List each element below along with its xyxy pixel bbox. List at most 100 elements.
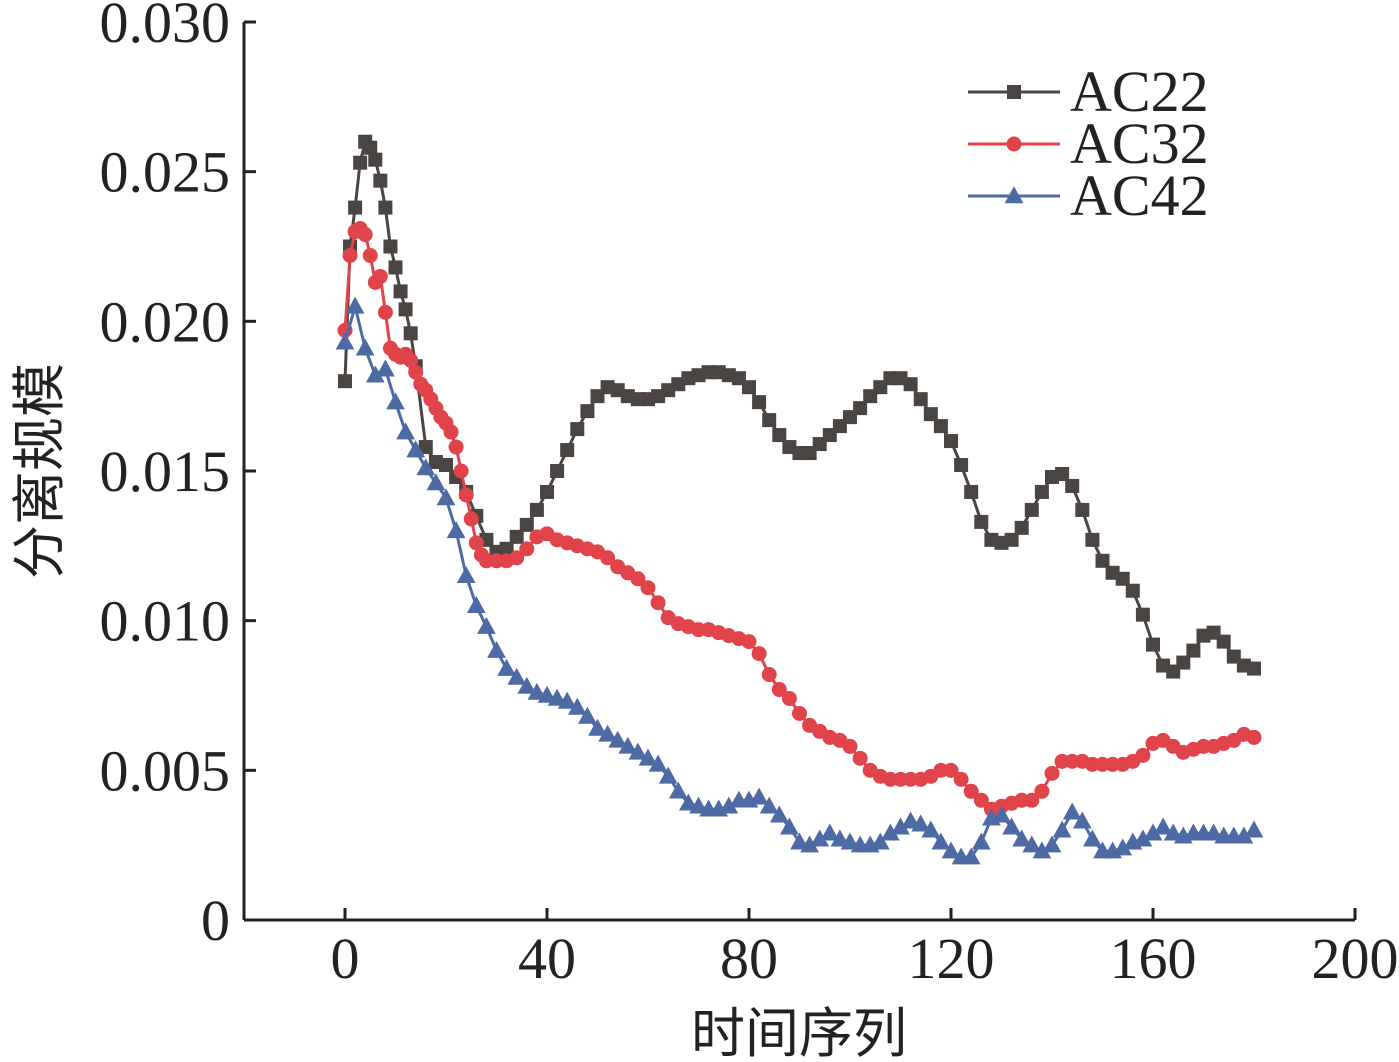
data-point-ac42: [971, 832, 991, 850]
data-point-ac32: [509, 550, 525, 566]
data-point-ac42: [365, 365, 385, 383]
data-point-ac22: [923, 407, 938, 422]
data-point-ac22: [1247, 661, 1261, 676]
data-point-ac22: [418, 440, 433, 455]
data-point-ac42: [1012, 829, 1032, 847]
data-point-ac32: [1034, 783, 1050, 799]
data-point-ac22: [752, 395, 767, 410]
data-point-ac42: [901, 811, 920, 829]
data-point-ac22: [519, 517, 534, 532]
data-point-ac42: [759, 796, 779, 814]
data-point-ac22: [944, 434, 958, 449]
data-point-ac32: [463, 511, 479, 527]
data-point-ac22: [903, 377, 918, 392]
data-point-ac32: [448, 439, 464, 455]
legend-label-ac42: AC42: [1070, 163, 1209, 228]
data-point-ac32: [1135, 747, 1151, 763]
data-point-ac42: [345, 296, 365, 314]
data-point-ac42: [891, 817, 910, 835]
data-point-ac32: [771, 682, 787, 698]
data-point-ac42: [598, 724, 617, 742]
data-point-ac42: [1072, 811, 1092, 829]
data-point-ac32: [852, 750, 868, 766]
data-point-ac42: [1083, 829, 1102, 847]
data-point-ac42: [911, 814, 931, 832]
data-point-ac42: [396, 422, 415, 440]
data-point-ac42: [477, 616, 496, 634]
data-point-ac22: [378, 200, 393, 215]
data-point-ac42: [507, 667, 527, 685]
data-point-ac42: [1234, 826, 1254, 844]
data-point-ac42: [1052, 820, 1072, 838]
data-point-ac22: [550, 464, 565, 478]
x-tick-label: 160: [1110, 926, 1197, 991]
data-point-ac42: [820, 823, 840, 841]
x-tick-label: 40: [518, 926, 576, 991]
x-axis-title: 时间序列: [691, 1002, 907, 1062]
data-point-ac32: [468, 535, 484, 551]
data-point-ac32: [842, 738, 858, 754]
data-point-ac32: [640, 580, 656, 596]
data-point-ac22: [580, 404, 595, 419]
data-point-ac22: [1146, 637, 1160, 652]
data-point-ac42: [557, 691, 577, 709]
data-point-ac42: [648, 754, 668, 772]
data-point-ac22: [1014, 520, 1029, 535]
data-point-ac32: [963, 783, 979, 799]
data-point-ac42: [749, 787, 769, 805]
data-point-ac22: [1034, 484, 1049, 499]
data-point-ac32: [781, 690, 797, 706]
data-point-ac22: [540, 484, 554, 499]
data-point-ac32: [362, 247, 378, 263]
data-point-ac22: [363, 140, 378, 155]
legend-item-ac22: AC22: [968, 59, 1209, 124]
data-point-ac22: [1065, 478, 1080, 493]
data-point-ac42: [578, 706, 597, 724]
data-point-ac42: [1032, 841, 1052, 859]
y-tick-label: 0.025: [100, 140, 231, 205]
data-point-ac42: [406, 440, 426, 458]
data-point-ac22: [439, 458, 453, 473]
legend-swatch-marker: [1007, 85, 1021, 99]
data-point-ac22: [1055, 466, 1070, 481]
data-point-ac22: [913, 392, 928, 407]
data-point-ac42: [941, 841, 961, 859]
data-point-ac32: [630, 571, 646, 587]
data-point-ac42: [1133, 829, 1153, 847]
data-point-ac22: [1004, 532, 1019, 547]
data-point-ac22: [560, 443, 575, 458]
data-point-ac42: [628, 742, 648, 760]
y-tick-label: 0: [201, 888, 230, 953]
data-point-ac42: [1244, 820, 1264, 838]
data-point-ac22: [772, 428, 787, 443]
data-point-ac42: [1153, 817, 1173, 835]
data-point-ac32: [377, 304, 393, 320]
data-point-ac22: [368, 152, 383, 167]
y-tick-label: 0.015: [100, 439, 231, 504]
data-point-ac32: [342, 247, 358, 263]
data-point-ac42: [527, 682, 547, 700]
data-point-ac22: [762, 413, 777, 428]
x-tick-label: 120: [908, 926, 995, 991]
data-point-ac42: [830, 829, 850, 847]
data-point-ac42: [497, 658, 516, 676]
data-point-ac42: [426, 473, 446, 491]
data-point-ac42: [719, 796, 739, 814]
data-point-ac42: [679, 793, 698, 811]
data-point-ac42: [1113, 838, 1133, 856]
data-point-ac22: [1125, 583, 1140, 598]
data-point-ac42: [517, 676, 537, 694]
data-point-ac22: [974, 514, 989, 529]
data-point-ac42: [689, 796, 708, 814]
data-point-ac22: [403, 326, 418, 341]
data-point-ac22: [353, 155, 368, 170]
y-tick-label: 0.005: [100, 738, 231, 803]
data-point-ac42: [1163, 823, 1183, 841]
data-point-ac42: [1062, 802, 1082, 820]
series-layer: [335, 134, 1264, 865]
data-point-ac42: [961, 847, 981, 865]
data-point-ac32: [943, 762, 959, 778]
data-point-ac32: [761, 667, 777, 683]
data-point-ac32: [458, 487, 474, 503]
